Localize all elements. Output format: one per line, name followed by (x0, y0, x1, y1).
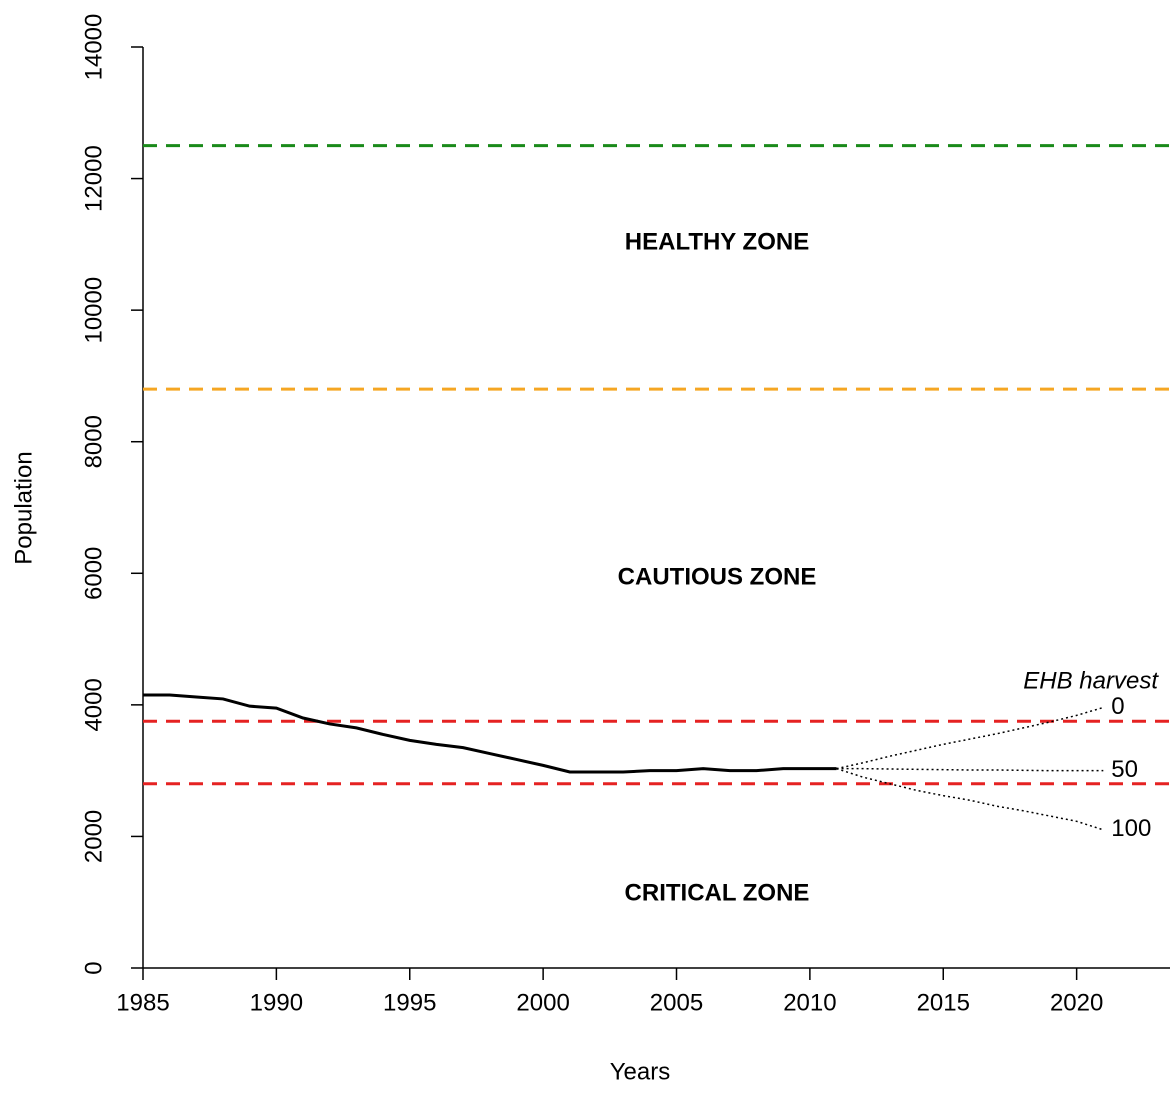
y-tick-label: 2000 (80, 810, 107, 863)
zone-label: CAUTIOUS ZONE (618, 563, 817, 590)
zone-label: HEALTHY ZONE (625, 228, 809, 255)
y-tick-label: 8000 (80, 415, 107, 468)
x-tick-label: 2000 (516, 989, 569, 1016)
x-tick-label: 2010 (783, 989, 836, 1016)
x-tick-label: 1985 (116, 989, 169, 1016)
population-line (143, 693, 837, 774)
projection-line (836, 706, 1104, 770)
x-tick-label: 2005 (650, 989, 703, 1016)
x-axis-label: Years (610, 1058, 671, 1085)
y-tick-label: 12000 (80, 145, 107, 212)
y-tick-label: 10000 (80, 277, 107, 344)
x-tick-label: 2015 (917, 989, 970, 1016)
x-tick-label: 2020 (1050, 989, 1103, 1016)
x-tick-label: 1995 (383, 989, 436, 1016)
y-tick-label: 14000 (80, 14, 107, 81)
y-axis-label: Population (10, 451, 37, 564)
projection-title: EHB harvest (1023, 667, 1159, 694)
projection-label: 0 (1111, 693, 1124, 720)
projection-line (836, 767, 1104, 772)
zone-label: CRITICAL ZONE (625, 879, 810, 906)
y-tick-label: 0 (80, 961, 107, 974)
x-tick-label: 1990 (250, 989, 303, 1016)
y-tick-label: 6000 (80, 547, 107, 600)
projection-label: 100 (1111, 815, 1151, 842)
projection-label: 50 (1111, 756, 1138, 783)
projection-line (836, 767, 1104, 831)
y-tick-label: 4000 (80, 678, 107, 731)
